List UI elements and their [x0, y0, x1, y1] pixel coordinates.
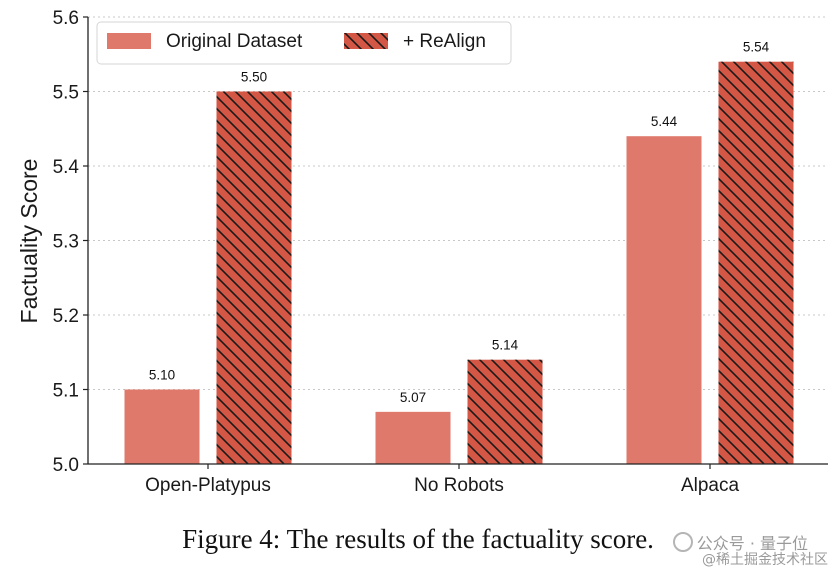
y-tick-label: 5.4 [53, 157, 80, 178]
legend-swatch-hatch [344, 33, 388, 49]
y-tick-label: 5.6 [53, 8, 79, 29]
watermark-line-1: 公众号 · 量子位 [672, 530, 808, 554]
legend-box [96, 21, 512, 65]
y-tick-label: 5.5 [53, 83, 79, 104]
value-labels: 5.10 5.50 5.07 5.14 5.44 5.54 [149, 40, 770, 405]
bar-value-label: 5.14 [492, 338, 519, 353]
bar-value-label: 5.50 [241, 70, 267, 85]
bar-hatch [467, 359, 543, 464]
x-tick-label: Alpaca [681, 475, 740, 496]
figure-caption: Figure 4: The results of the factuality … [182, 524, 654, 554]
x-tick-label: Open-Platypus [145, 475, 271, 496]
y-tick-label: 5.1 [53, 381, 79, 402]
bar-value-label: 5.07 [400, 390, 426, 405]
legend-label-realign: + ReAlign [403, 31, 486, 52]
wechat-logo-icon [672, 532, 693, 552]
y-tick-label: 5.2 [53, 306, 79, 327]
watermark-text-1: 公众号 · 量子位 [696, 534, 808, 553]
grid-lines [88, 16, 828, 390]
bar-original [626, 136, 702, 464]
y-tick-label: 5.3 [53, 232, 79, 253]
bar-value-label: 5.10 [149, 368, 175, 383]
bar-value-label: 5.54 [743, 40, 770, 55]
legend-label-original: Original Dataset [166, 31, 303, 52]
bar-value-label: 5.44 [651, 114, 678, 129]
y-axis-label: Factuality Score [16, 159, 42, 324]
axes: 5.0 5.1 5.2 5.3 5.4 5.5 5.6 Open-Platypus No Rob… [53, 8, 828, 496]
x-tick-label: No Robots [414, 475, 504, 496]
legend: Original Dataset + ReAlign [96, 21, 512, 65]
legend-swatch-original [107, 33, 151, 49]
bar-hatch [216, 91, 292, 464]
bar-original [375, 411, 451, 464]
y-tick-label: 5.0 [53, 455, 79, 476]
bar-original [124, 389, 200, 464]
factuality-bar-chart: 5.10 5.50 5.07 5.14 5.44 5.54 5.0 5.1 5.2 5.3 5.4… [16, 8, 828, 496]
bars [124, 61, 794, 464]
watermark-line-2: @稀土掘金技术社区 [702, 552, 828, 568]
bar-hatch [718, 61, 794, 464]
